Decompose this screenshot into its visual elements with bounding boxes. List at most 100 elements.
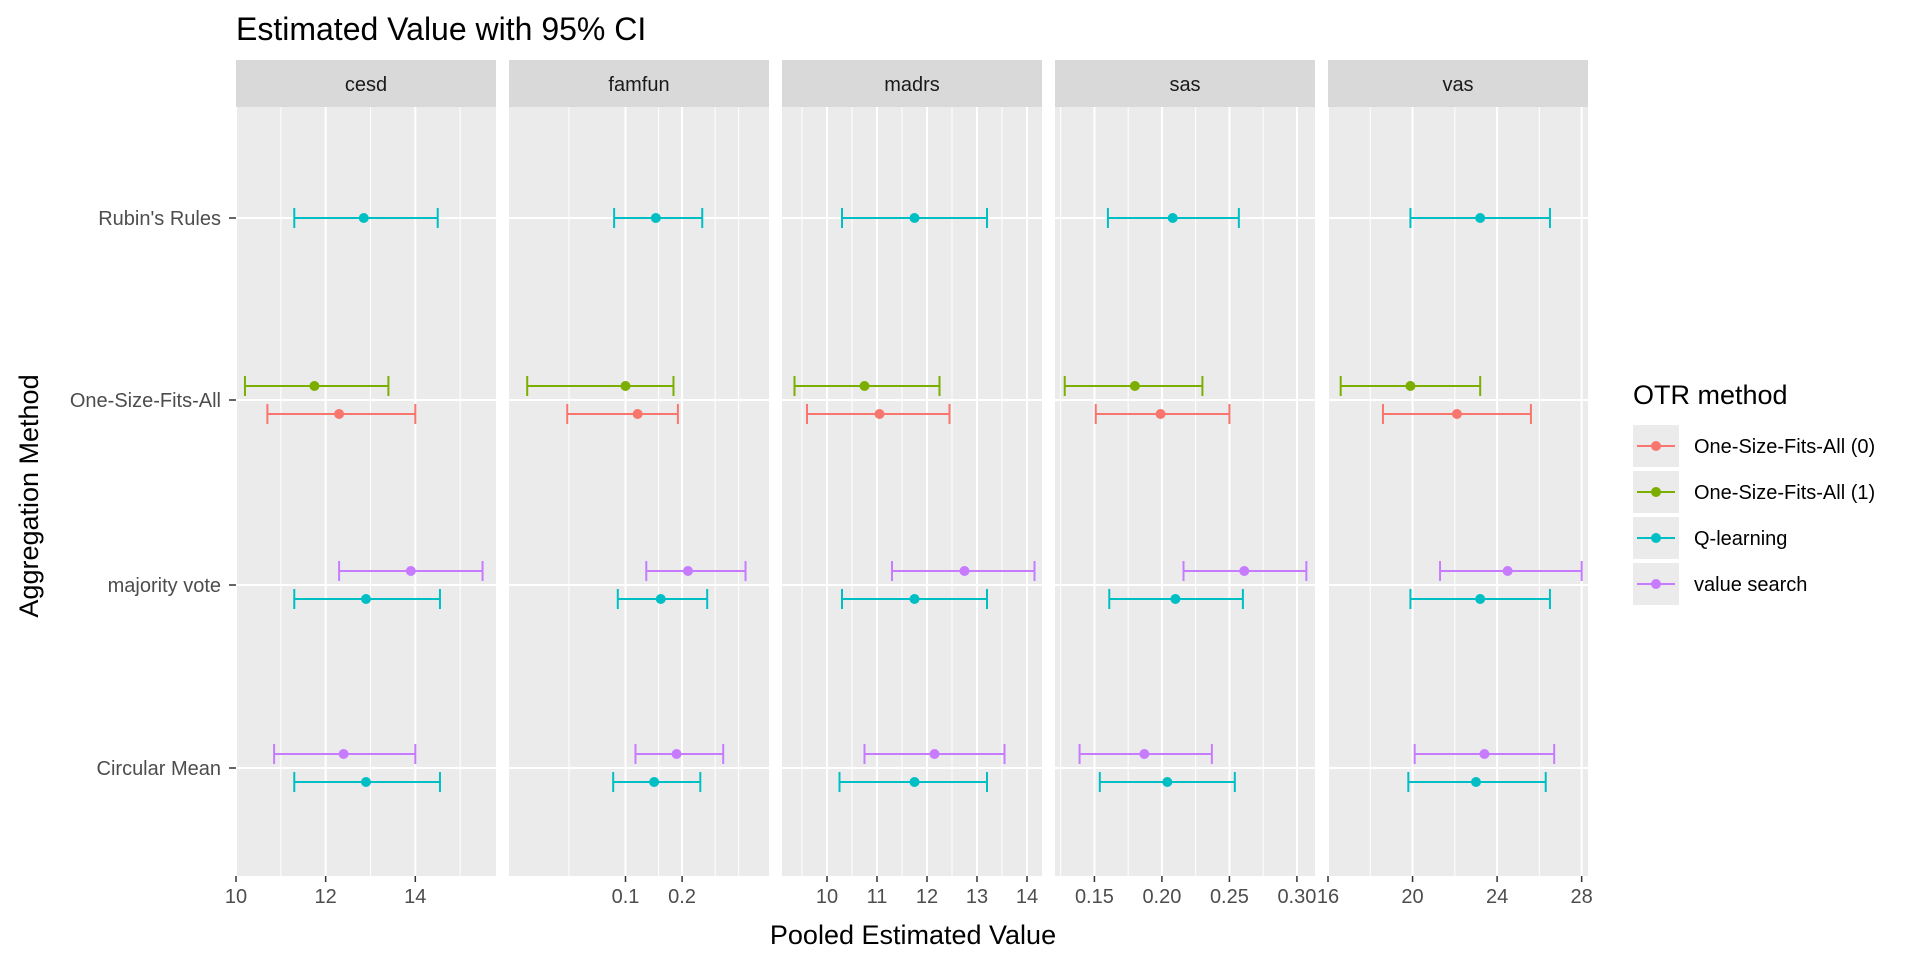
x-tick-label: 0.2 (668, 886, 696, 908)
estimate-point (1155, 409, 1166, 419)
errorbar-value-search (338, 561, 484, 581)
errorbar-value-search (1182, 561, 1308, 581)
legend-key-point (1651, 579, 1661, 589)
facet-label: madrs (884, 74, 940, 96)
estimate-point (361, 594, 371, 604)
legend-key-point (1651, 487, 1661, 497)
errorbar-q-learning (612, 772, 702, 792)
errorbar-value-search (1413, 744, 1556, 764)
estimate-point (959, 566, 970, 576)
x-tick-label: 24 (1486, 886, 1508, 908)
facet-label: famfun (608, 74, 669, 96)
facet-panels: cesd 10 12 14 famfun 0.1 0.2 madrs 10 11 12 13 14 sas… (225, 60, 1593, 908)
facet-strip (1055, 60, 1315, 107)
legend-title: OTR method (1633, 380, 1788, 410)
estimate-point (358, 213, 369, 223)
estimate-point (1451, 409, 1462, 419)
errorbar-q-learning (1108, 589, 1244, 609)
errorbar-value-search (891, 561, 1036, 581)
errorbar-q-learning (293, 589, 441, 609)
x-axis-title: Pooled Estimated Value (770, 920, 1056, 950)
estimate-point (620, 381, 631, 391)
errorbar-q-learning (293, 772, 441, 792)
x-tick-label: 16 (1317, 886, 1339, 908)
estimate-point (1139, 749, 1150, 759)
panel-background (1055, 107, 1315, 876)
estimate-point (1470, 777, 1481, 787)
errorbar-q-learning (1409, 589, 1551, 609)
y-axis: Rubin's Rules One-Size-Fits-All majority v… (70, 208, 236, 780)
estimate-point (650, 213, 661, 223)
facet-strip (236, 60, 496, 107)
estimate-point (338, 749, 349, 759)
legend-label: Q-learning (1694, 528, 1787, 550)
errorbar-one-size-fits-all-0 (1381, 404, 1532, 424)
errorbar-one-size-fits-all-1 (793, 376, 941, 396)
legend-item-value-search: value search (1633, 563, 1807, 605)
x-tick-label: 0.30 (1277, 886, 1316, 908)
y-tick-label: One-Size-Fits-All (70, 390, 221, 412)
estimate-point (655, 594, 666, 604)
estimate-point (909, 213, 920, 223)
estimate-point (361, 777, 371, 787)
estimate-point (909, 777, 920, 787)
x-tick-label: 10 (225, 886, 247, 908)
errorbar-value-search (1078, 744, 1213, 764)
estimate-point (909, 594, 920, 604)
panel-famfun: famfun 0.1 0.2 (509, 60, 769, 908)
estimate-point (1475, 213, 1486, 223)
estimate-point (1170, 594, 1181, 604)
errorbar-one-size-fits-all-1 (243, 376, 390, 396)
legend-key-point (1651, 441, 1661, 451)
errorbar-one-size-fits-all-0 (1094, 404, 1231, 424)
estimate-point (309, 381, 320, 391)
x-tick-label: 0.15 (1075, 886, 1114, 908)
x-tick-label: 12 (315, 886, 337, 908)
estimate-point (649, 777, 660, 787)
estimate-point (1502, 566, 1513, 576)
x-tick-label: 28 (1571, 886, 1593, 908)
errorbar-value-search (634, 744, 725, 764)
estimate-point (632, 409, 643, 419)
errorbar-one-size-fits-all-0 (566, 404, 679, 424)
errorbar-q-learning (613, 208, 704, 228)
legend: OTR method One-Size-Fits-All (0) One-Size… (1633, 380, 1875, 605)
estimate-point (1479, 749, 1490, 759)
estimate-point (682, 566, 693, 576)
panel-sas: sas 0.15 0.20 0.25 0.30 (1055, 60, 1316, 908)
x-tick-label: 0.20 (1142, 886, 1181, 908)
facet-strip (509, 60, 769, 107)
facet-label: sas (1169, 74, 1200, 96)
facet-strip (1328, 60, 1588, 107)
estimate-point (1475, 594, 1486, 604)
y-tick-label: Rubin's Rules (98, 208, 221, 230)
errorbar-q-learning (1098, 772, 1236, 792)
errorbar-q-learning (838, 772, 988, 792)
errorbar-q-learning (1409, 208, 1551, 228)
facet-label: vas (1442, 74, 1473, 96)
estimate-point (1239, 566, 1250, 576)
y-tick-label: Circular Mean (97, 758, 221, 780)
errorbar-q-learning (293, 208, 439, 228)
x-tick-label: 11 (867, 886, 888, 908)
errorbar-q-learning (841, 208, 988, 228)
errorbar-q-learning (616, 589, 709, 609)
errorbar-q-learning (1106, 208, 1240, 228)
estimate-point (929, 749, 940, 759)
panel-background (509, 107, 769, 876)
errorbar-q-learning (1407, 772, 1547, 792)
x-tick-label: 10 (816, 886, 838, 908)
y-tick-label: majority vote (108, 575, 221, 597)
x-tick-label: 0.1 (612, 886, 640, 908)
errorbar-q-learning (841, 589, 988, 609)
x-tick-label: 14 (404, 886, 426, 908)
estimate-point (859, 381, 870, 391)
panel-background (1328, 107, 1588, 876)
errorbar-one-size-fits-all-1 (526, 376, 675, 396)
legend-item-one-size-fits-all-0: One-Size-Fits-All (0) (1633, 425, 1875, 467)
legend-key-point (1651, 533, 1661, 543)
errorbar-one-size-fits-all-0 (266, 404, 417, 424)
x-tick-label: 0.25 (1210, 886, 1249, 908)
estimate-point (671, 749, 682, 759)
